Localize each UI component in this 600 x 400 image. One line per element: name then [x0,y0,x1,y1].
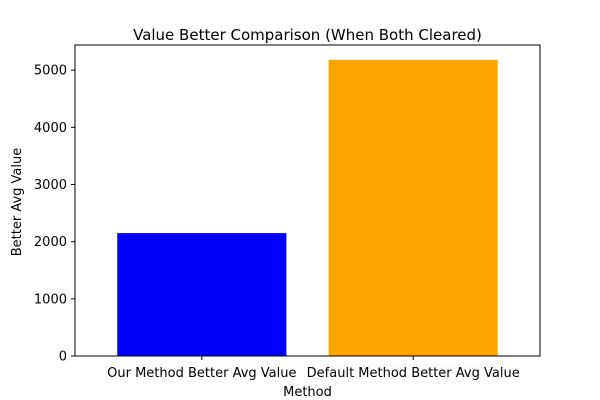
bar-2 [328,59,498,356]
x-tick-label: Our Method Better Avg Value [107,366,296,381]
y-tick-label: 0 [59,350,67,365]
y-tick-label: 3000 [34,178,67,193]
y-tick-label: 5000 [34,64,67,79]
plot-frame [74,44,541,357]
y-tick-label: 4000 [34,121,67,136]
y-axis: 0 1000 2000 3000 4000 5000 [34,64,75,365]
x-axis: Our Method Better Avg Value Default Metho… [107,356,520,381]
plot-area [117,59,498,356]
x-tick-label: Default Method Better Avg Value [307,366,520,381]
y-axis-label: Better Avg Value [10,148,25,257]
x-axis-label: Method [283,385,332,400]
chart-title: Value Better Comparison (When Both Clear… [133,26,482,44]
y-tick-label: 1000 [34,292,67,307]
bar-1 [117,233,287,356]
y-tick-label: 2000 [34,235,67,250]
